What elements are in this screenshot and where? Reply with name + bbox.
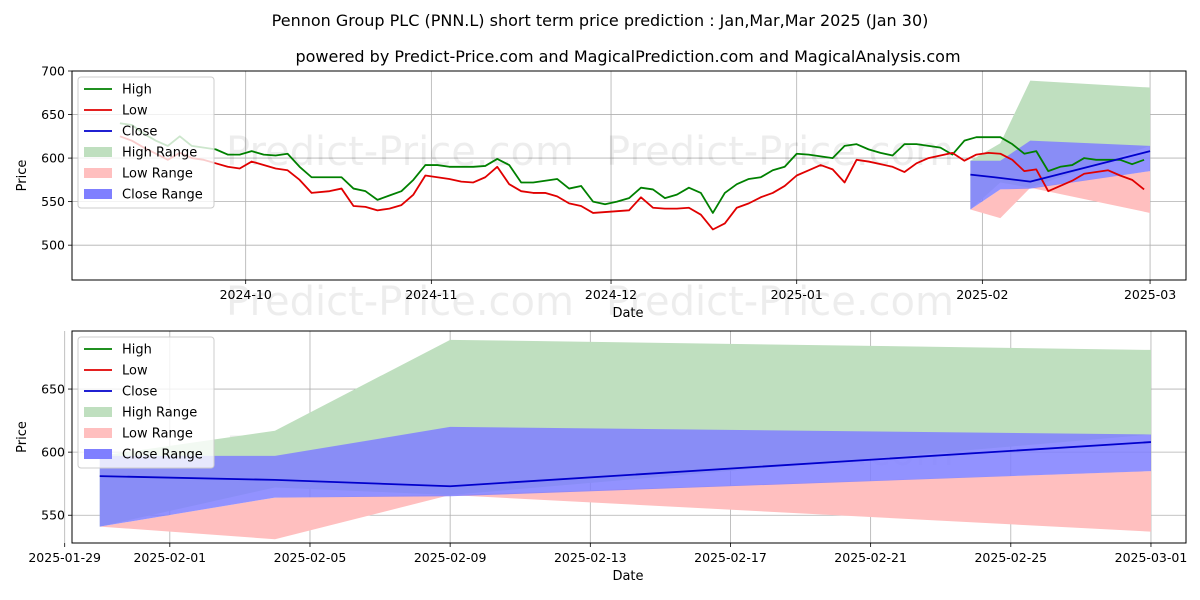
legend-swatch-patch: [84, 449, 112, 459]
legend-swatch-patch: [84, 189, 112, 199]
low-range-band: [99, 471, 1151, 540]
watermark-text: Predict-Price.com: [226, 279, 574, 325]
x-tick-label: 2025-02-21: [834, 550, 907, 565]
y-axis-label: Price: [15, 421, 30, 453]
x-tick-label: 2025-02-17: [694, 550, 767, 565]
x-tick-label: 2024-11: [405, 287, 457, 302]
legend-label: High: [122, 83, 152, 98]
legend-swatch-patch: [84, 168, 112, 178]
x-axis-label: Date: [612, 569, 643, 584]
close-range-band: [970, 140, 1151, 210]
legend-label: Low: [122, 364, 148, 379]
axes-frame: [71, 330, 1187, 544]
x-tick-label: 2025-02-09: [414, 550, 487, 565]
legend-label: Low Range: [122, 167, 193, 182]
x-tick-label: 2025-01-29: [28, 550, 101, 565]
legend-label: Low Range: [122, 427, 193, 442]
legend-label: High: [122, 343, 152, 358]
low-series-line: [119, 135, 1145, 231]
plot-area: [119, 80, 1151, 231]
close-series-line: [970, 150, 1151, 183]
x-tick-label: 2025-02-13: [554, 550, 627, 565]
legend-label: High Range: [122, 406, 197, 421]
close-series-line: [99, 441, 1152, 488]
plot-area: [99, 339, 1152, 540]
legend-label: Close Range: [122, 448, 203, 463]
x-tick-label: 2024-12: [585, 287, 637, 302]
legend-label: High Range: [122, 146, 197, 161]
x-tick-label: 2024-10: [220, 287, 272, 302]
y-tick-label: 600: [41, 445, 65, 460]
low-range-band: [970, 171, 1151, 219]
upper-price-chart: 500 550 600 650 700 2024-10 2024-11 2024-12 2025…: [15, 64, 1187, 325]
legend-label: Low: [122, 104, 148, 119]
high-series-line: [119, 122, 1145, 214]
axes-frame: [71, 70, 1187, 281]
y-tick-label: 700: [41, 64, 65, 79]
x-tick-label: 2025-02: [956, 287, 1008, 302]
y-tick-label: 650: [41, 382, 65, 397]
y-tick-label: 600: [41, 151, 65, 166]
y-tick-label: 650: [41, 107, 65, 122]
chart-subtitle: powered by Predict-Price.com and Magical…: [295, 47, 960, 66]
legend-label: Close: [122, 385, 157, 400]
x-tick-label: 2025-01: [771, 287, 823, 302]
legend-swatch-patch: [84, 407, 112, 417]
y-axis-label: Price: [15, 160, 30, 192]
lower-prediction-chart: 550 600 650 2025-01-29 2025-02-01 2025-02-05 2…: [15, 330, 1188, 584]
x-tick-label: 2025-02-05: [274, 550, 347, 565]
legend-label: Close: [122, 125, 157, 140]
legend-swatch-patch: [84, 147, 112, 157]
y-tick-label: 550: [41, 194, 65, 209]
x-tick-label: 2025-03-01: [1115, 550, 1188, 565]
legend-swatch-patch: [84, 428, 112, 438]
watermark-text: Predict-Price.com: [606, 279, 954, 325]
close-range-band: [99, 426, 1151, 527]
x-tick-label: 2025-02-01: [133, 550, 206, 565]
x-axis-label: Date: [612, 306, 643, 321]
chart-title: Pennon Group PLC (PNN.L) short term pric…: [272, 11, 929, 30]
watermark-text: Predict-Price.com: [226, 129, 574, 175]
x-tick-label: 2025-02-25: [974, 550, 1047, 565]
legend-label: Close Range: [122, 188, 203, 203]
y-tick-label: 500: [41, 238, 65, 253]
y-tick-label: 550: [41, 508, 65, 523]
x-tick-label: 2025-03: [1124, 287, 1176, 302]
